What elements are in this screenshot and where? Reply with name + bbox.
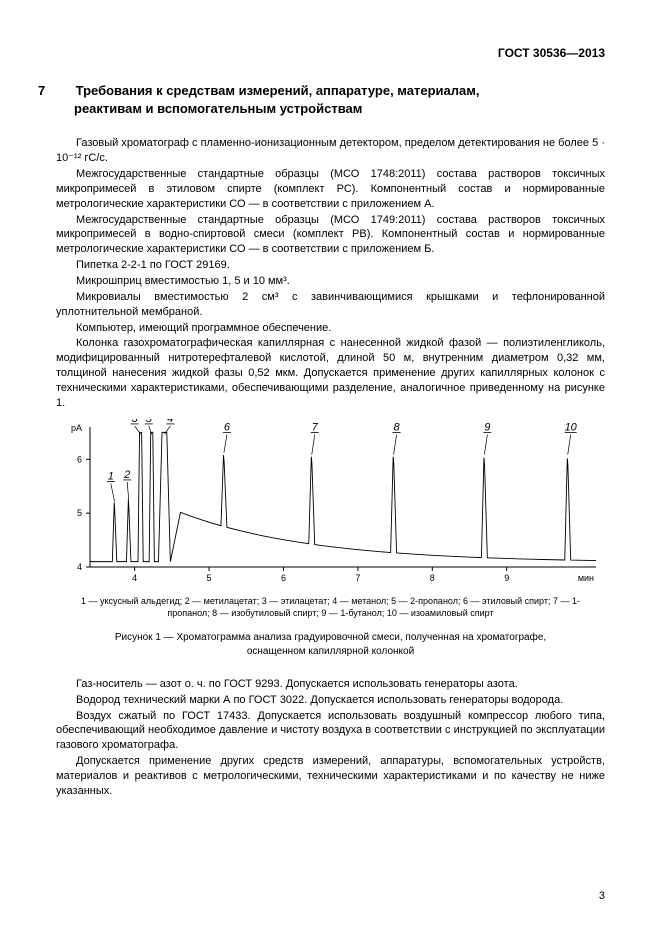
svg-text:4: 4 (77, 562, 82, 572)
svg-text:мин: мин (578, 573, 594, 583)
figure-caption: Рисунок 1 — Хроматограмма анализа градуи… (76, 631, 585, 659)
svg-text:6: 6 (77, 454, 82, 464)
svg-text:2: 2 (123, 468, 130, 480)
chromatogram-svg: 456pA456789мин12345678910 (56, 419, 604, 587)
section-title-line1: Требования к средствам измерений, аппара… (76, 83, 480, 98)
paragraph: Микровиалы вместимостью 2 см³ с завинчив… (56, 290, 605, 320)
svg-text:8: 8 (394, 421, 401, 433)
figure-1: 456pA456789мин12345678910 (56, 419, 605, 587)
svg-text:5: 5 (207, 573, 212, 583)
section-number: 7 (56, 82, 72, 100)
paragraph: Допускается применение других средств из… (56, 754, 605, 799)
paragraph: Межгосударственные стандартные образцы (… (56, 167, 605, 212)
paragraph: Компьютер, имеющий программное обеспечен… (56, 321, 605, 336)
paragraph: Пипетка 2-2-1 по ГОСТ 29169. (56, 258, 605, 273)
paragraph: Газ-носитель — азот о. ч. по ГОСТ 9293. … (56, 677, 605, 692)
figure-legend: 1 — уксусный альдегид; 2 — метилацетат; … (76, 595, 585, 619)
svg-text:10: 10 (565, 421, 578, 433)
svg-text:4: 4 (132, 573, 137, 583)
paragraph: Межгосударственные стандартные образцы (… (56, 213, 605, 258)
body-bottom: Газ-носитель — азот о. ч. по ГОСТ 9293. … (56, 677, 605, 799)
paragraph: Микрошприц вместимостью 1, 5 и 10 мм³. (56, 274, 605, 289)
paragraph: Колонка газохроматографическая капиллярн… (56, 336, 605, 410)
svg-text:7: 7 (355, 573, 360, 583)
body-top: Газовый хроматограф с пламенно-ионизацио… (56, 136, 605, 410)
svg-text:6: 6 (224, 421, 231, 433)
svg-text:5: 5 (77, 508, 82, 518)
svg-text:7: 7 (312, 421, 319, 433)
section-title: 7 Требования к средствам измерений, аппа… (56, 82, 605, 118)
paragraph: Газовый хроматограф с пламенно-ионизацио… (56, 136, 605, 166)
figure-caption-line1: Рисунок 1 — Хроматограмма анализа градуи… (115, 632, 546, 643)
figure-caption-line2: оснащенном капиллярной колонкой (247, 646, 414, 657)
page: ГОСТ 30536—2013 7 Требования к средствам… (0, 0, 661, 936)
svg-text:9: 9 (504, 573, 509, 583)
page-number: 3 (599, 890, 605, 902)
svg-text:6: 6 (281, 573, 286, 583)
paragraph: Воздух сжатый по ГОСТ 17433. Допускается… (56, 709, 605, 754)
section-title-line2: реактивам и вспомогательным устройствам (74, 101, 362, 116)
svg-text:8: 8 (430, 573, 435, 583)
svg-text:1: 1 (108, 470, 114, 482)
document-id: ГОСТ 30536—2013 (56, 46, 605, 60)
svg-text:9: 9 (484, 421, 490, 433)
paragraph: Водород технический марки А по ГОСТ 3022… (56, 693, 605, 708)
svg-text:pA: pA (71, 423, 82, 433)
